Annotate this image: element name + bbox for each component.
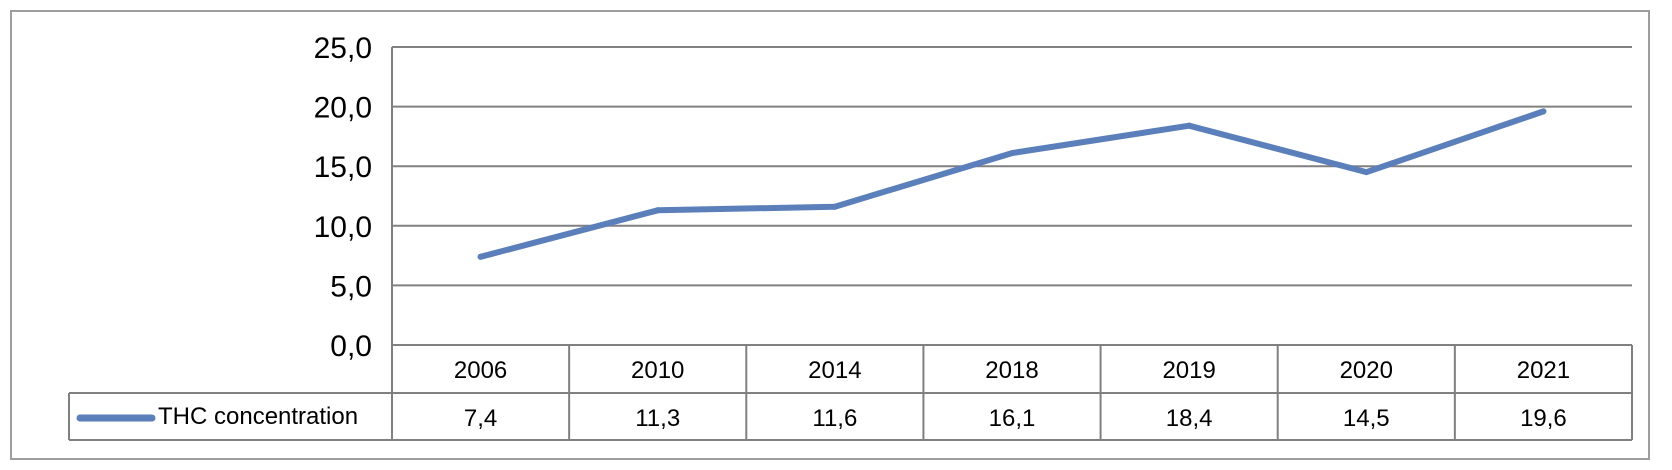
series-line xyxy=(477,108,1547,260)
y-tick-label: 20,0 xyxy=(314,92,372,125)
y-tick-label: 5,0 xyxy=(330,270,372,303)
y-tick-label: 15,0 xyxy=(314,151,372,184)
data-value-label: 7,4 xyxy=(464,405,497,432)
data-point xyxy=(1009,150,1015,157)
x-category-label: 2021 xyxy=(1517,357,1570,384)
data-value-label: 18,4 xyxy=(1166,405,1213,432)
data-point xyxy=(654,207,661,214)
x-category-label: 2014 xyxy=(808,357,861,384)
data-point xyxy=(1363,169,1370,176)
data-value-label: 11,6 xyxy=(812,405,857,432)
data-value-label: 11,3 xyxy=(635,405,680,432)
x-category-label: 2019 xyxy=(1162,357,1215,384)
data-point xyxy=(831,203,838,210)
y-tick-label: 0,0 xyxy=(330,330,372,363)
y-tick-label: 10,0 xyxy=(314,211,372,244)
x-category-label: 2006 xyxy=(454,357,507,384)
data-value-label: 19,6 xyxy=(1520,405,1567,432)
x-category-label: 2020 xyxy=(1340,357,1393,384)
data-value-label: 16,1 xyxy=(989,405,1036,432)
legend-label: THC concentration xyxy=(158,403,358,430)
data-point xyxy=(1186,122,1193,129)
x-category-label: 2018 xyxy=(985,357,1038,384)
series-layer xyxy=(477,108,1547,260)
data-point xyxy=(477,253,484,260)
y-axis: 0,0 5,0 10,0 15,0 20,0 25,0 xyxy=(314,32,372,363)
x-category-label: 2010 xyxy=(631,357,684,384)
gridlines xyxy=(391,46,1632,346)
y-tick-label: 25,0 xyxy=(314,32,372,65)
data-table: 2006 7,4 2010 11,3 2014 11,6 2018 16,1 2019 18,4 2… xyxy=(68,345,1633,441)
chart-frame xyxy=(10,10,1650,460)
data-point xyxy=(1540,108,1547,115)
data-value-label: 14,5 xyxy=(1343,405,1390,432)
